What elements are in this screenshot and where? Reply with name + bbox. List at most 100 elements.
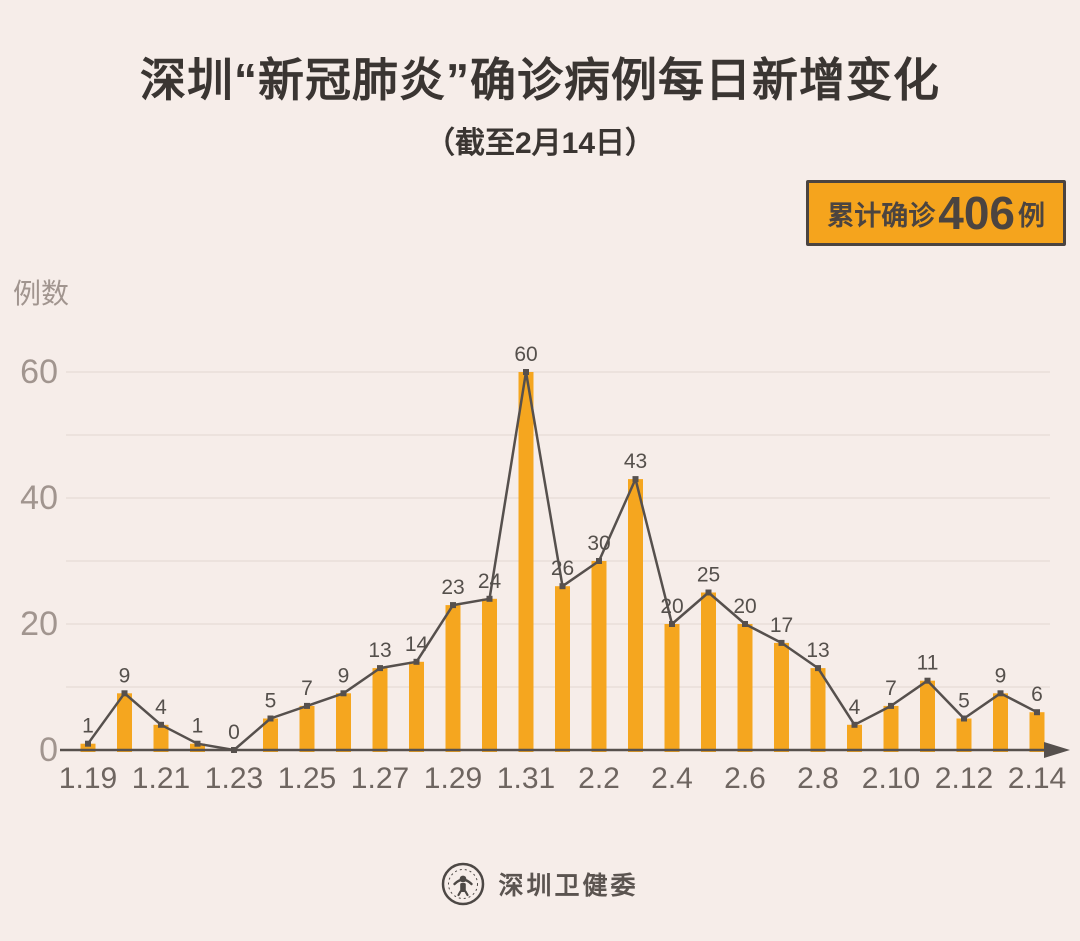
x-tick-label: 1.27 [351, 762, 409, 795]
chart-bar [737, 624, 753, 752]
chart-bar [1029, 712, 1045, 752]
x-tick-label: 2.10 [862, 762, 920, 795]
chart-bar [482, 598, 497, 752]
data-point-marker [742, 621, 748, 627]
value-label: 4 [849, 696, 861, 719]
data-point-marker [377, 665, 383, 672]
value-label: 9 [995, 664, 1007, 687]
chart-bar [409, 661, 424, 752]
chart-bar [299, 705, 315, 752]
data-point-marker [851, 721, 858, 728]
chart-bar [336, 693, 351, 752]
value-label: 1 [192, 715, 204, 738]
value-label: 11 [917, 652, 939, 675]
y-tick-label: 20 [20, 605, 58, 643]
badge-prefix-label: 累计确诊 [827, 200, 936, 231]
data-point-marker [85, 740, 91, 747]
data-point-marker [778, 639, 785, 646]
data-point-marker [559, 583, 566, 590]
data-point-marker [997, 690, 1004, 697]
data-point-marker [486, 595, 493, 602]
data-point-marker [632, 476, 639, 483]
value-label: 14 [405, 633, 429, 656]
y-tick-label: 60 [20, 353, 58, 391]
y-axis-title: 例数 [13, 278, 69, 309]
value-label: 23 [441, 576, 464, 599]
x-tick-label: 1.29 [424, 762, 482, 795]
chart-bar [628, 479, 643, 752]
value-label: 60 [514, 343, 537, 366]
badge-total-number: 406 [938, 187, 1015, 239]
chart-bar [372, 668, 388, 752]
data-point-marker [340, 690, 347, 697]
chart-bar [956, 718, 972, 752]
x-tick-label: 2.8 [797, 762, 839, 795]
x-tick-label: 1.31 [497, 762, 555, 795]
value-label: 13 [368, 639, 391, 662]
data-point-marker [121, 690, 128, 697]
data-point-marker [924, 677, 931, 684]
value-label: 25 [697, 564, 720, 587]
x-tick-label: 2.12 [935, 762, 993, 795]
chart-bar [190, 743, 205, 752]
value-label: 24 [478, 570, 502, 593]
x-tick-label: 2.14 [1008, 762, 1066, 795]
y-tick-label: 40 [20, 479, 58, 517]
x-tick-label: 2.4 [651, 762, 693, 795]
chart-bar [80, 743, 96, 752]
value-label: 7 [301, 677, 313, 700]
data-point-marker [304, 702, 310, 709]
page-subtitle: （截至2月14日） [424, 127, 656, 160]
data-point-marker [815, 665, 821, 672]
data-point-marker [413, 658, 420, 665]
y-tick-label: 0 [39, 731, 58, 769]
chart-bar [445, 605, 461, 752]
data-point-marker [523, 369, 529, 375]
shenzhen-health-commission-logo-icon [442, 862, 485, 906]
chart-bar [701, 592, 716, 752]
x-tick-label: 1.25 [278, 762, 336, 795]
value-label: 26 [551, 557, 574, 580]
value-label: 13 [806, 639, 829, 662]
value-label: 6 [1031, 683, 1043, 706]
chart-bar [117, 693, 132, 752]
value-label: 5 [265, 690, 277, 713]
value-label: 5 [958, 690, 970, 713]
data-point-marker [158, 721, 164, 728]
cumulative-total-badge: 累计确诊 406 例 [806, 180, 1066, 246]
data-point-marker [450, 602, 456, 609]
value-label: 20 [733, 595, 756, 618]
value-label: 17 [770, 614, 793, 637]
value-label: 9 [119, 664, 131, 687]
chart-bar [591, 561, 607, 752]
chart-bar [664, 624, 680, 752]
data-point-marker [669, 621, 675, 627]
chart-bar [883, 705, 899, 752]
chart-bar [810, 668, 826, 752]
value-label: 4 [155, 696, 167, 719]
daily-new-cases-chart: 0 20 40 60 例数 1 9 4 1 0 5 7 9 13 14 23 24 60 26 30 43 20 25 20 1… [13, 278, 1070, 795]
chart-bar [993, 693, 1008, 752]
value-label: 43 [624, 450, 647, 473]
data-point-marker [705, 589, 712, 596]
value-label: 1 [82, 715, 94, 738]
chart-bar [555, 586, 570, 752]
badge-unit-label: 例 [1018, 200, 1045, 231]
value-label: 0 [228, 721, 240, 744]
data-point-marker [1034, 709, 1040, 716]
brand-name: 深圳卫健委 [498, 872, 639, 900]
chart-bar [920, 680, 935, 752]
chart-bar [847, 724, 862, 752]
data-point-marker [888, 702, 894, 709]
value-label: 7 [885, 677, 897, 700]
data-point-marker [596, 558, 602, 564]
x-tick-label: 1.21 [132, 762, 190, 795]
page-title: 深圳“新冠肺炎”确诊病例每日新增变化 [140, 54, 940, 106]
chart-bar [518, 372, 534, 752]
data-point-marker [961, 715, 967, 722]
chart-bar [263, 718, 278, 752]
footer-brand: 深圳卫健委 [0, 862, 1080, 906]
data-point-marker [267, 715, 274, 722]
x-tick-label: 1.23 [205, 762, 263, 795]
